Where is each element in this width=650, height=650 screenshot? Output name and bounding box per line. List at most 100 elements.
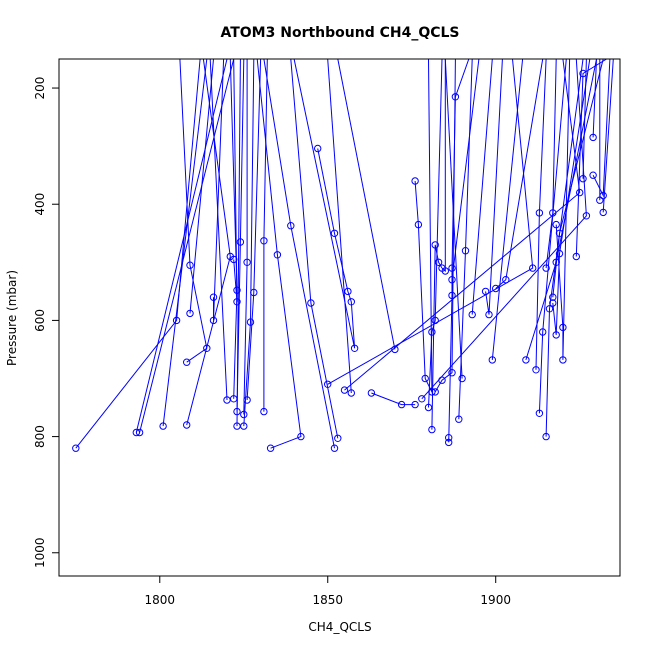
y-tick-label: 800 — [33, 425, 47, 448]
data-point — [559, 356, 567, 364]
series-30 — [455, 59, 473, 423]
series-line — [256, 59, 302, 449]
data-point — [397, 400, 406, 409]
data-point — [529, 264, 537, 272]
x-tick-label: 1850 — [312, 593, 343, 607]
series-line — [327, 59, 534, 385]
data-point — [172, 316, 181, 325]
series-36 — [492, 59, 544, 293]
data-point — [260, 237, 268, 245]
data-point — [451, 93, 460, 101]
series-49 — [579, 59, 587, 183]
series-2 — [135, 59, 235, 437]
y-axis-label: Pressure (mbar) — [5, 270, 19, 366]
data-point — [542, 264, 550, 272]
data-point — [428, 425, 436, 434]
series-line — [545, 59, 584, 437]
series-39 — [418, 59, 591, 403]
series-line — [538, 59, 567, 414]
data-point — [424, 403, 433, 412]
data-point — [535, 209, 544, 217]
series-line — [162, 59, 208, 427]
chart-title: ATOM3 Northbound CH4_QCLS — [220, 25, 459, 41]
data-point — [250, 288, 258, 297]
series-line — [592, 59, 611, 198]
data-point — [576, 188, 584, 197]
data-point — [297, 432, 305, 441]
data-point — [334, 434, 342, 442]
data-point — [330, 229, 339, 238]
data-point — [330, 444, 339, 452]
series-line — [243, 59, 255, 427]
data-point — [485, 310, 493, 319]
data-point — [431, 241, 439, 249]
series-8 — [209, 59, 231, 404]
data-point — [488, 356, 496, 364]
series-3 — [159, 59, 208, 430]
series-16 — [260, 59, 268, 416]
series-41 — [532, 59, 547, 374]
data-point — [542, 432, 550, 441]
data-point — [266, 444, 275, 452]
data-point — [448, 369, 456, 377]
data-point — [347, 298, 355, 306]
series-line — [495, 59, 544, 289]
series-line — [458, 59, 473, 420]
data-point — [183, 421, 191, 429]
data-point — [414, 220, 423, 229]
data-point — [367, 389, 376, 397]
series-14 — [240, 59, 255, 430]
data-point — [209, 316, 218, 325]
data-point — [132, 428, 141, 437]
data-point — [243, 396, 251, 404]
data-point — [599, 191, 607, 200]
data-point — [535, 409, 544, 417]
data-point — [209, 293, 218, 301]
data-point — [230, 255, 238, 264]
series-line — [485, 59, 503, 315]
series-7 — [209, 59, 225, 325]
y-tick-label: 1000 — [33, 537, 47, 568]
series-line — [582, 59, 587, 179]
series-53 — [589, 59, 611, 200]
data-point — [159, 422, 167, 430]
data-point — [240, 422, 248, 430]
series-29 — [448, 59, 480, 284]
plot-frame — [58, 58, 621, 577]
series-24 — [411, 59, 436, 396]
series-line — [414, 59, 433, 393]
series-line — [327, 59, 352, 394]
series-line — [444, 59, 463, 379]
series-line — [263, 59, 335, 449]
data-point — [445, 434, 453, 442]
series-31 — [444, 59, 466, 383]
series-line — [263, 59, 268, 412]
data-point — [596, 196, 604, 204]
series-21 — [327, 59, 355, 397]
series-line — [246, 59, 262, 401]
data-point — [314, 144, 322, 153]
data-point — [539, 328, 547, 336]
data-point — [324, 380, 332, 388]
data-point — [233, 286, 241, 294]
data-point — [260, 407, 268, 416]
data-point — [240, 410, 248, 419]
series-50 — [589, 59, 597, 142]
series-44 — [542, 59, 557, 272]
series-line — [535, 59, 547, 370]
series-51 — [596, 59, 604, 204]
data-point — [455, 415, 463, 423]
series-18 — [263, 59, 339, 452]
data-point — [458, 374, 466, 383]
series-28 — [445, 59, 470, 447]
data-point — [549, 209, 557, 217]
series-line — [471, 59, 493, 315]
data-point — [532, 366, 540, 374]
series-17 — [256, 59, 305, 452]
series-27 — [431, 59, 456, 396]
series-line — [75, 59, 201, 449]
series-line — [421, 59, 587, 400]
data-point — [340, 386, 349, 394]
data-point — [552, 331, 560, 339]
series-line — [592, 59, 597, 138]
